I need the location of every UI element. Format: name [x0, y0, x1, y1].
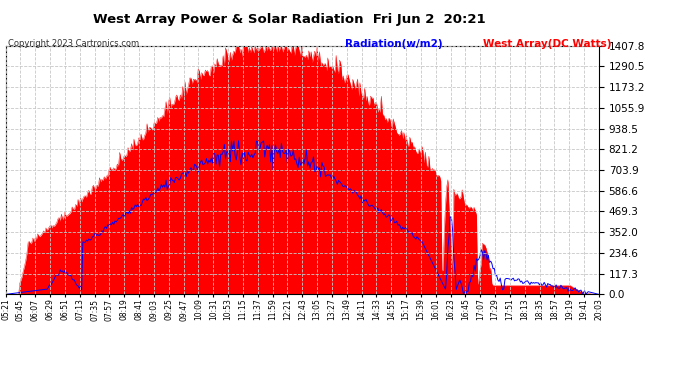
Text: West Array Power & Solar Radiation  Fri Jun 2  20:21: West Array Power & Solar Radiation Fri J…	[93, 13, 486, 26]
Text: Radiation(w/m2): Radiation(w/m2)	[345, 39, 442, 50]
Text: West Array(DC Watts): West Array(DC Watts)	[483, 39, 611, 50]
Text: Copyright 2023 Cartronics.com: Copyright 2023 Cartronics.com	[8, 39, 139, 48]
